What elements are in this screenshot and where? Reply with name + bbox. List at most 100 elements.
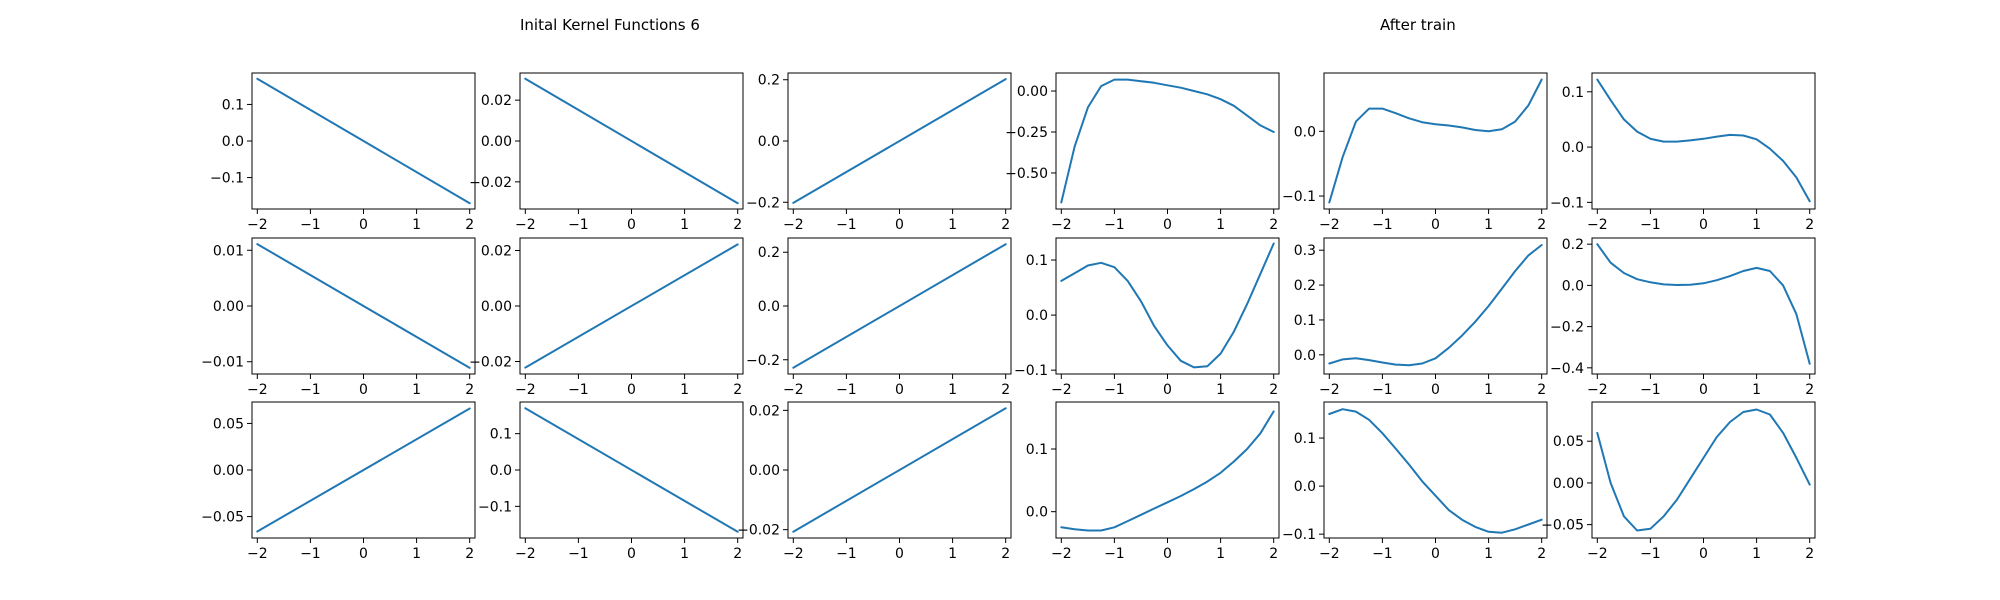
x-tick-label: 2 bbox=[1805, 382, 1814, 398]
y-tick-label: −0.1 bbox=[478, 499, 512, 515]
x-tick-label: 1 bbox=[412, 382, 421, 398]
y-tick-label: 0.1 bbox=[1026, 442, 1048, 458]
x-tick-label: 2 bbox=[465, 382, 474, 398]
y-tick-label: −0.1 bbox=[1550, 195, 1584, 211]
y-tick-label: 0.00 bbox=[1017, 84, 1048, 100]
subplot-r3-c5: −2 −1 0 1 2 −0.1 0.0 0.1 bbox=[1282, 401, 1548, 562]
x-tick-label: 0 bbox=[627, 217, 636, 233]
x-tick-label: 2 bbox=[733, 382, 742, 398]
axes-frame bbox=[1323, 237, 1548, 375]
y-tick-label: 0.0 bbox=[1294, 124, 1316, 140]
x-tick-label: −1 bbox=[1104, 546, 1125, 562]
axes-frame bbox=[1591, 72, 1816, 210]
y-tick-label: −0.25 bbox=[1005, 125, 1048, 141]
figure-title-initial: Inital Kernel Functions 6 bbox=[520, 16, 700, 34]
y-tick-label: 0.1 bbox=[490, 427, 512, 443]
x-tick-label: 1 bbox=[680, 217, 689, 233]
x-tick-label: 0 bbox=[359, 546, 368, 562]
x-tick-label: −1 bbox=[1372, 546, 1393, 562]
x-tick-label: −1 bbox=[1640, 382, 1661, 398]
subplot-r1-c5: −2 −1 0 1 2 −0.1 0.0 bbox=[1282, 72, 1548, 233]
x-tick-label: 2 bbox=[1269, 382, 1278, 398]
y-tick-label: 0.01 bbox=[213, 243, 244, 259]
y-tick-label: −0.4 bbox=[1550, 361, 1584, 377]
x-tick-label: 1 bbox=[948, 217, 957, 233]
series-line bbox=[524, 243, 739, 369]
subplot-r2-c3: −2 −1 0 1 2 −0.2 0.0 0.2 bbox=[746, 237, 1012, 398]
x-tick-label: 1 bbox=[1752, 382, 1761, 398]
x-tick-label: −2 bbox=[515, 382, 536, 398]
y-tick-label: 0.00 bbox=[213, 299, 244, 315]
y-tick-label: 0.1 bbox=[1294, 431, 1316, 447]
x-tick-label: 2 bbox=[1001, 382, 1010, 398]
series-line bbox=[792, 407, 1007, 533]
x-tick-label: 2 bbox=[465, 217, 474, 233]
x-tick-label: 1 bbox=[1484, 382, 1493, 398]
series-line bbox=[524, 77, 739, 205]
y-tick-label: 0.0 bbox=[758, 299, 780, 315]
x-tick-label: 2 bbox=[1537, 546, 1546, 562]
x-tick-label: 0 bbox=[1699, 546, 1708, 562]
y-tick-label: 0.0 bbox=[1294, 348, 1316, 364]
x-tick-label: −2 bbox=[1051, 546, 1072, 562]
x-tick-label: 1 bbox=[1752, 546, 1761, 562]
series-line bbox=[792, 243, 1007, 369]
x-tick-label: −2 bbox=[1319, 546, 1340, 562]
subplot-r3-c3: −2 −1 0 1 2 −0.02 0.00 0.02 bbox=[737, 401, 1012, 562]
x-tick-label: 1 bbox=[1216, 382, 1225, 398]
axes-frame bbox=[1055, 401, 1280, 539]
x-tick-label: −2 bbox=[247, 382, 268, 398]
x-tick-label: 2 bbox=[1269, 217, 1278, 233]
x-tick-label: 0 bbox=[1163, 546, 1172, 562]
x-tick-label: −1 bbox=[568, 217, 589, 233]
axes-frame bbox=[1323, 401, 1548, 539]
x-tick-label: 1 bbox=[412, 217, 421, 233]
axes-frame bbox=[1323, 72, 1548, 210]
x-tick-label: −2 bbox=[1587, 217, 1608, 233]
x-tick-label: −1 bbox=[1372, 382, 1393, 398]
series-line bbox=[256, 77, 471, 205]
y-tick-label: 0.00 bbox=[1553, 476, 1584, 492]
y-tick-label: 0.1 bbox=[1294, 313, 1316, 329]
series-line bbox=[1596, 408, 1811, 532]
x-tick-label: 0 bbox=[1699, 217, 1708, 233]
subplot-r1-c4: −2 −1 0 1 2 −0.50 −0.25 0.00 bbox=[1005, 72, 1280, 233]
x-tick-label: 0 bbox=[1431, 546, 1440, 562]
y-tick-label: 0.02 bbox=[749, 403, 780, 419]
y-tick-label: 0.00 bbox=[749, 463, 780, 479]
y-tick-label: −0.05 bbox=[201, 510, 244, 526]
x-tick-label: −1 bbox=[1372, 217, 1393, 233]
y-tick-label: 0.1 bbox=[1026, 253, 1048, 269]
x-tick-label: −2 bbox=[247, 546, 268, 562]
x-tick-label: 2 bbox=[733, 217, 742, 233]
x-tick-label: −2 bbox=[783, 546, 804, 562]
y-tick-label: −0.2 bbox=[1550, 320, 1584, 336]
x-tick-label: −2 bbox=[1587, 546, 1608, 562]
figure-title-after-train: After train bbox=[1380, 16, 1456, 34]
y-tick-label: −0.02 bbox=[469, 175, 512, 191]
y-tick-label: 0.0 bbox=[1562, 278, 1584, 294]
x-tick-label: 0 bbox=[627, 382, 636, 398]
subplot-r2-c6: −2 −1 0 1 2 −0.4 −0.2 0.0 0.2 bbox=[1550, 237, 1816, 398]
x-tick-label: −2 bbox=[247, 217, 268, 233]
x-tick-label: −2 bbox=[515, 217, 536, 233]
x-tick-label: 0 bbox=[359, 382, 368, 398]
subplot-r1-c1: −2 −1 0 1 2 −0.1 0.0 0.1 bbox=[210, 72, 476, 233]
y-tick-label: 0.2 bbox=[758, 245, 780, 261]
y-tick-label: 0.0 bbox=[1026, 505, 1048, 521]
series-line bbox=[1328, 244, 1543, 367]
x-tick-label: 2 bbox=[1001, 546, 1010, 562]
y-tick-label: 0.00 bbox=[213, 463, 244, 479]
x-tick-label: −1 bbox=[836, 546, 857, 562]
series-line bbox=[256, 407, 471, 533]
y-tick-label: 0.0 bbox=[1562, 140, 1584, 156]
x-tick-label: −1 bbox=[1104, 217, 1125, 233]
y-tick-label: 0.00 bbox=[481, 134, 512, 150]
y-tick-label: 0.05 bbox=[1553, 434, 1584, 450]
x-tick-label: 1 bbox=[1484, 217, 1493, 233]
x-tick-label: −1 bbox=[568, 382, 589, 398]
x-tick-label: −1 bbox=[1104, 382, 1125, 398]
subplot-r3-c1: −2 −1 0 1 2 −0.05 0.00 0.05 bbox=[201, 401, 476, 562]
subplot-r1-c2: −2 −1 0 1 2 −0.02 0.00 0.02 bbox=[469, 72, 744, 233]
